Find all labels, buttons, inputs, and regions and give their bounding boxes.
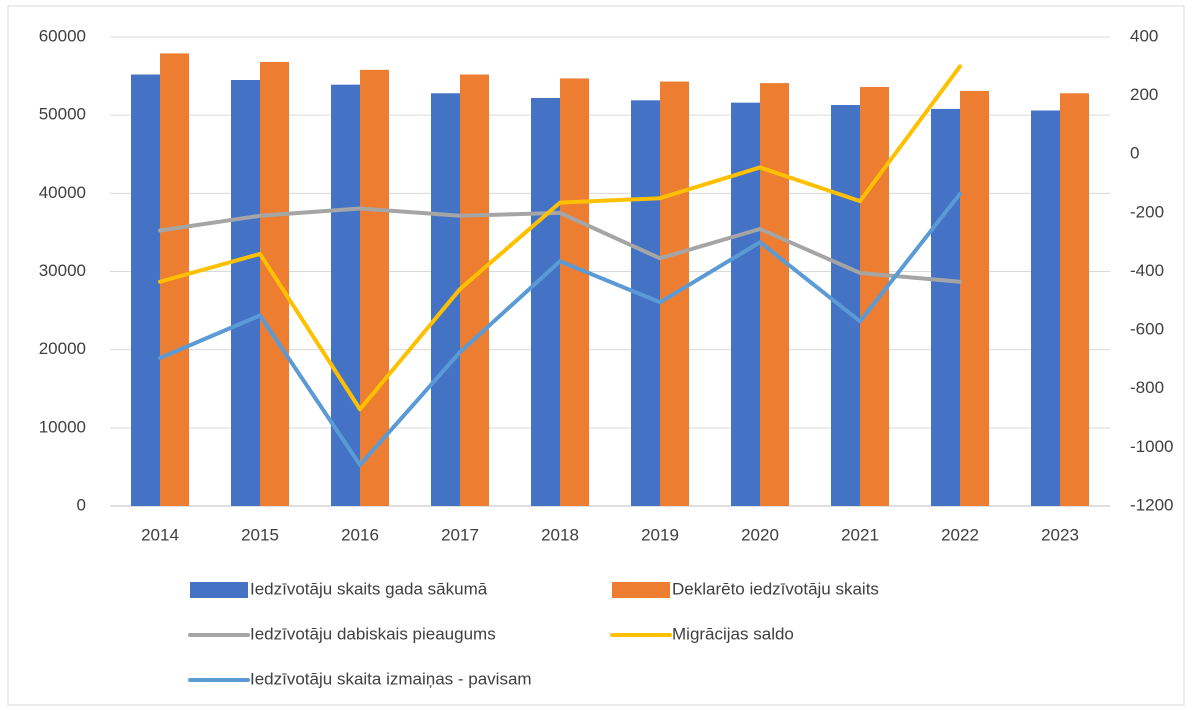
line-series [158,64,962,412]
x-tick-label: 2016 [341,525,379,544]
bar [960,90,989,506]
x-tick-label: 2023 [1041,525,1079,544]
bar [831,105,860,506]
bar [131,74,160,507]
y-tick-label: 50000 [39,105,86,124]
y2-tick-label: -600 [1130,320,1164,339]
x-tick-label: 2018 [541,525,579,544]
x-tick-label: 2019 [641,525,679,544]
legend-label: Migrācijas saldo [672,624,794,643]
bar [560,78,589,506]
bar [860,87,889,506]
x-tick-label: 2014 [141,525,179,544]
y-tick-label: 10000 [39,417,86,436]
legend-label: Deklarēto iedzīvotāju skaits [672,579,879,598]
bar [360,69,389,506]
bar [1031,110,1060,506]
bar [460,74,489,507]
y-tick-label: 40000 [39,183,86,202]
bar [1060,93,1089,506]
legend-swatch [190,582,248,598]
y-tick-label: 60000 [39,26,86,45]
bar [731,102,760,506]
y2-tick-label: -1200 [1130,495,1173,514]
bar [231,79,260,506]
y2-tick-label: -1000 [1130,437,1173,456]
y2-tick-label: -800 [1130,378,1164,397]
y2-tick-label: 400 [1130,26,1158,45]
legend-label: Iedzīvotāju dabiskais pieaugums [250,624,496,643]
bar [331,84,360,506]
y2-tick-label: -200 [1130,202,1164,221]
y-tick-label: 0 [77,495,86,514]
legend-label: Iedzīvotāju skaita izmaiņas - pavisam [250,669,532,688]
bar [760,83,789,506]
x-tick-label: 2020 [741,525,779,544]
x-tick-label: 2015 [241,525,279,544]
y2-tick-label: 0 [1130,144,1139,163]
x-tick-label: 2021 [841,525,879,544]
bar [260,62,289,506]
legend-swatch [612,582,670,598]
line-series [158,191,962,467]
line-series [158,206,962,284]
y-tick-label: 20000 [39,339,86,358]
legend-label: Iedzīvotāju skaits gada sākumā [250,579,488,598]
bar [531,97,560,506]
x-tick-label: 2022 [941,525,979,544]
y-tick-label: 30000 [39,261,86,280]
y2-tick-label: 200 [1130,85,1158,104]
bar [431,93,460,506]
bar [631,100,660,506]
bar [931,108,960,506]
y2-tick-label: -400 [1130,261,1164,280]
x-tick-label: 2017 [441,525,479,544]
